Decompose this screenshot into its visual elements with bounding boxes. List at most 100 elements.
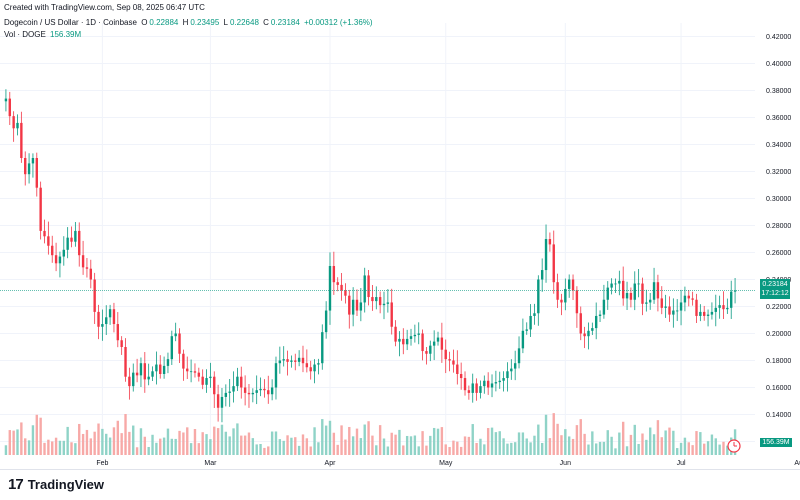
candle-body [718, 305, 721, 308]
volume-bar [267, 446, 270, 455]
candle-body [676, 310, 679, 312]
candle-body [81, 255, 85, 268]
candle-body [124, 347, 127, 377]
volume-bar [344, 439, 347, 455]
volume-bar [224, 431, 228, 455]
symbol-title[interactable]: Dogecoin / US Dollar · 1D · Coinbase [4, 18, 137, 27]
volume-bar [236, 423, 239, 455]
volume-bar [402, 445, 405, 455]
volume-bar [309, 446, 312, 455]
volume-bar [174, 438, 177, 455]
candle-body [43, 230, 46, 237]
volume-bar [548, 438, 552, 455]
tradingview-logo[interactable]: 17 TradingView [8, 476, 104, 493]
volume-bar [432, 427, 436, 455]
candle-body [513, 363, 517, 369]
candle-body [305, 363, 309, 368]
candle-body [552, 244, 555, 283]
candle-body [282, 359, 285, 361]
candle-body [31, 158, 35, 164]
time-axis[interactable]: FebMarAprMayJunJulAugSep [96, 460, 800, 467]
volume-bar [313, 427, 316, 455]
volume-bar [139, 428, 143, 455]
volume-bar [301, 434, 305, 455]
candle-body [490, 383, 494, 388]
candle-body [47, 236, 50, 246]
volume-bar [78, 423, 81, 455]
candle-body [429, 345, 432, 354]
volume-bar [575, 425, 579, 455]
candle-body [679, 302, 683, 311]
volume-bar [189, 443, 193, 455]
candle-body [479, 386, 482, 393]
candle-body [78, 230, 81, 256]
volume-bar [652, 434, 656, 455]
volume-bar [544, 414, 548, 455]
volume-bar [328, 420, 332, 455]
candle-body [625, 293, 629, 299]
volume-bar [336, 444, 339, 455]
volume-bar [240, 435, 243, 455]
x-tick-label: Jun [560, 460, 571, 467]
volume-bar [606, 430, 609, 455]
volume-bar [513, 442, 517, 455]
volume-bar [371, 435, 374, 455]
volume-bar [74, 443, 77, 455]
volume-bar [97, 423, 100, 455]
candle-body [220, 396, 224, 408]
candle-body [286, 359, 289, 362]
volume-bar [143, 436, 147, 455]
candle-body [452, 360, 455, 365]
legend-title-line: Dogecoin / US Dollar · 1D · Coinbase O 0.… [4, 18, 375, 27]
candle-body [193, 371, 197, 373]
candle-body [147, 376, 150, 380]
volume-bar [459, 446, 463, 455]
volume-bar [660, 437, 663, 455]
candle-body [529, 315, 532, 330]
clock-icon[interactable] [727, 439, 741, 453]
volume-bar [625, 446, 629, 455]
volume-bar [567, 436, 571, 455]
candle-body [228, 391, 231, 393]
volume-bar [436, 428, 440, 455]
candle-body [351, 299, 355, 315]
candle-body [714, 307, 717, 312]
volume-bar [348, 426, 351, 455]
candle-body [517, 348, 521, 364]
volume-bar [475, 443, 478, 455]
candle-body [189, 371, 193, 373]
volume-bar [54, 437, 58, 455]
volume-bar [502, 438, 505, 455]
candle-body [382, 303, 386, 306]
candle-body [598, 314, 602, 316]
candle-body [12, 116, 15, 129]
candle-body [259, 388, 262, 391]
volume-bar [367, 421, 370, 455]
volume-bar [726, 445, 729, 455]
volume-label[interactable]: Vol · DOGE [4, 30, 46, 39]
volume-bar [162, 437, 166, 455]
price-axis[interactable]: 0.42000 0.40000 0.38000 0.36000 0.34000 0.320… [766, 34, 791, 446]
volume-bar [610, 436, 613, 455]
candle-body [467, 390, 471, 393]
candle-body [652, 282, 656, 300]
candle-body [224, 392, 228, 397]
volume-bar [394, 434, 397, 455]
volume-bar [571, 438, 575, 455]
candle-body [209, 376, 212, 379]
candle-body [405, 338, 409, 345]
volume-bar [695, 431, 698, 455]
candle-body [421, 333, 424, 352]
candle-body [93, 279, 96, 312]
candle-body [186, 368, 189, 372]
candle-body [62, 249, 65, 257]
candle-body [251, 392, 255, 395]
volume-bar [155, 442, 158, 455]
volume-bar [621, 421, 625, 455]
volume-bar [525, 438, 528, 455]
volume-bar [672, 430, 675, 455]
candle-body [151, 371, 154, 377]
close-label: C [263, 18, 269, 27]
candle-body [290, 360, 293, 362]
